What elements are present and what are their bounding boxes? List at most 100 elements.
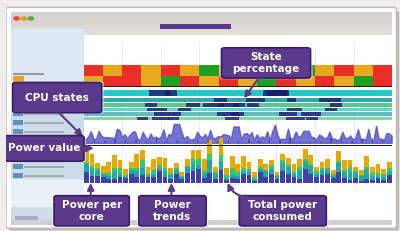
Bar: [84, 162, 89, 164]
Bar: [180, 65, 199, 76]
Bar: [279, 140, 280, 143]
Bar: [106, 162, 111, 173]
Bar: [334, 76, 354, 86]
Bar: [376, 173, 380, 176]
FancyBboxPatch shape: [5, 136, 84, 161]
Bar: [247, 169, 252, 172]
Bar: [24, 157, 64, 159]
Bar: [11, 29, 84, 87]
Bar: [218, 65, 238, 76]
Bar: [381, 174, 386, 177]
Polygon shape: [84, 125, 392, 143]
Bar: [190, 150, 195, 158]
Bar: [140, 161, 145, 168]
Bar: [15, 216, 38, 221]
Bar: [11, 35, 84, 225]
Bar: [308, 174, 313, 183]
FancyBboxPatch shape: [11, 81, 104, 114]
Bar: [112, 179, 117, 183]
Bar: [142, 65, 161, 76]
Bar: [24, 140, 64, 142]
Bar: [336, 151, 341, 161]
Bar: [13, 73, 44, 75]
Bar: [382, 140, 383, 143]
Bar: [280, 160, 285, 164]
Bar: [112, 172, 117, 179]
Bar: [118, 174, 122, 177]
Bar: [213, 179, 218, 183]
Bar: [202, 173, 206, 178]
FancyBboxPatch shape: [13, 82, 102, 113]
Bar: [372, 138, 373, 143]
Bar: [123, 177, 128, 178]
Bar: [381, 169, 386, 174]
Bar: [123, 178, 128, 183]
Bar: [247, 172, 252, 175]
Bar: [276, 65, 296, 76]
Bar: [101, 173, 106, 174]
Bar: [351, 141, 352, 143]
Bar: [224, 180, 229, 183]
Bar: [196, 165, 201, 169]
Bar: [287, 97, 296, 102]
Bar: [106, 173, 111, 176]
Bar: [84, 35, 392, 225]
Bar: [280, 164, 285, 171]
Bar: [140, 150, 145, 161]
Bar: [286, 158, 291, 165]
Bar: [219, 170, 223, 183]
Bar: [348, 167, 352, 172]
Bar: [381, 177, 386, 180]
Bar: [84, 172, 89, 183]
Bar: [103, 76, 122, 86]
Bar: [303, 169, 308, 183]
Bar: [106, 179, 111, 183]
Bar: [296, 76, 315, 86]
Bar: [213, 172, 218, 174]
Bar: [286, 165, 291, 167]
Bar: [218, 76, 238, 86]
Bar: [258, 159, 263, 167]
Bar: [162, 158, 167, 168]
Bar: [176, 141, 178, 143]
Bar: [95, 171, 100, 176]
Bar: [13, 138, 22, 143]
Bar: [359, 181, 364, 183]
Bar: [308, 164, 313, 166]
Bar: [264, 164, 268, 170]
Bar: [315, 65, 334, 76]
Bar: [286, 167, 291, 174]
Bar: [199, 65, 218, 76]
Bar: [11, 12, 392, 25]
Bar: [331, 174, 336, 176]
Bar: [178, 108, 191, 111]
Bar: [162, 171, 167, 177]
Bar: [213, 167, 218, 172]
Text: Total power
consumed: Total power consumed: [248, 200, 317, 222]
Bar: [174, 174, 178, 183]
Bar: [370, 167, 375, 173]
Bar: [336, 161, 341, 163]
Bar: [202, 159, 206, 171]
Bar: [84, 103, 392, 107]
Bar: [95, 163, 100, 168]
Bar: [13, 164, 22, 169]
Bar: [359, 170, 364, 175]
Circle shape: [14, 17, 19, 20]
Bar: [230, 178, 235, 183]
Bar: [230, 168, 235, 175]
Bar: [275, 179, 280, 183]
Bar: [118, 160, 122, 168]
Bar: [207, 139, 208, 143]
Bar: [364, 167, 369, 170]
Bar: [161, 65, 180, 76]
FancyBboxPatch shape: [137, 195, 208, 227]
Bar: [342, 161, 347, 170]
Bar: [129, 174, 134, 183]
Bar: [314, 167, 319, 171]
Bar: [219, 161, 223, 170]
Bar: [84, 108, 392, 111]
Bar: [238, 141, 239, 143]
Bar: [275, 176, 280, 179]
Bar: [325, 108, 337, 111]
